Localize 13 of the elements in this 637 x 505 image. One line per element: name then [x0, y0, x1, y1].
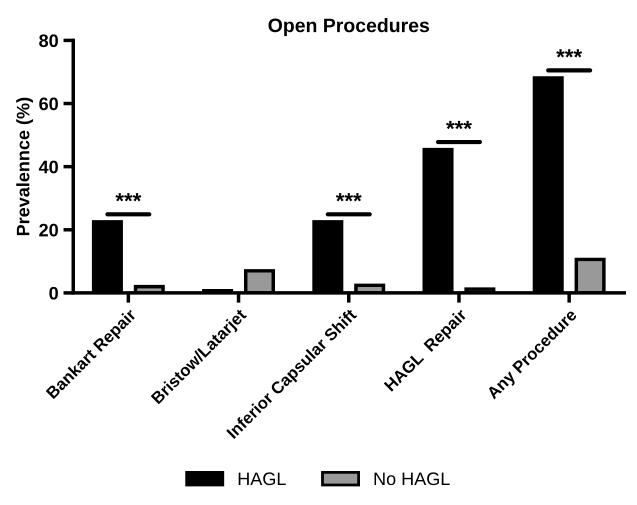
y-tick-label: 0: [49, 286, 58, 300]
annotation: ***: [446, 120, 472, 130]
annotation: ***: [115, 193, 142, 202]
y-tick-label: 80: [39, 34, 58, 48]
chart-title: Open Procedures: [268, 18, 430, 36]
y-tick-label: 20: [39, 224, 58, 236]
legend-label: HAGL: [238, 472, 286, 486]
legend-label: No HAGL: [374, 472, 450, 486]
y-tick-label: 60: [39, 97, 58, 110]
y-tick-label: 40: [38, 160, 58, 174]
annotation: ***: [336, 193, 362, 202]
annotation: ***: [556, 49, 582, 58]
y-axis-title: Prevalennce (%): [16, 98, 34, 236]
